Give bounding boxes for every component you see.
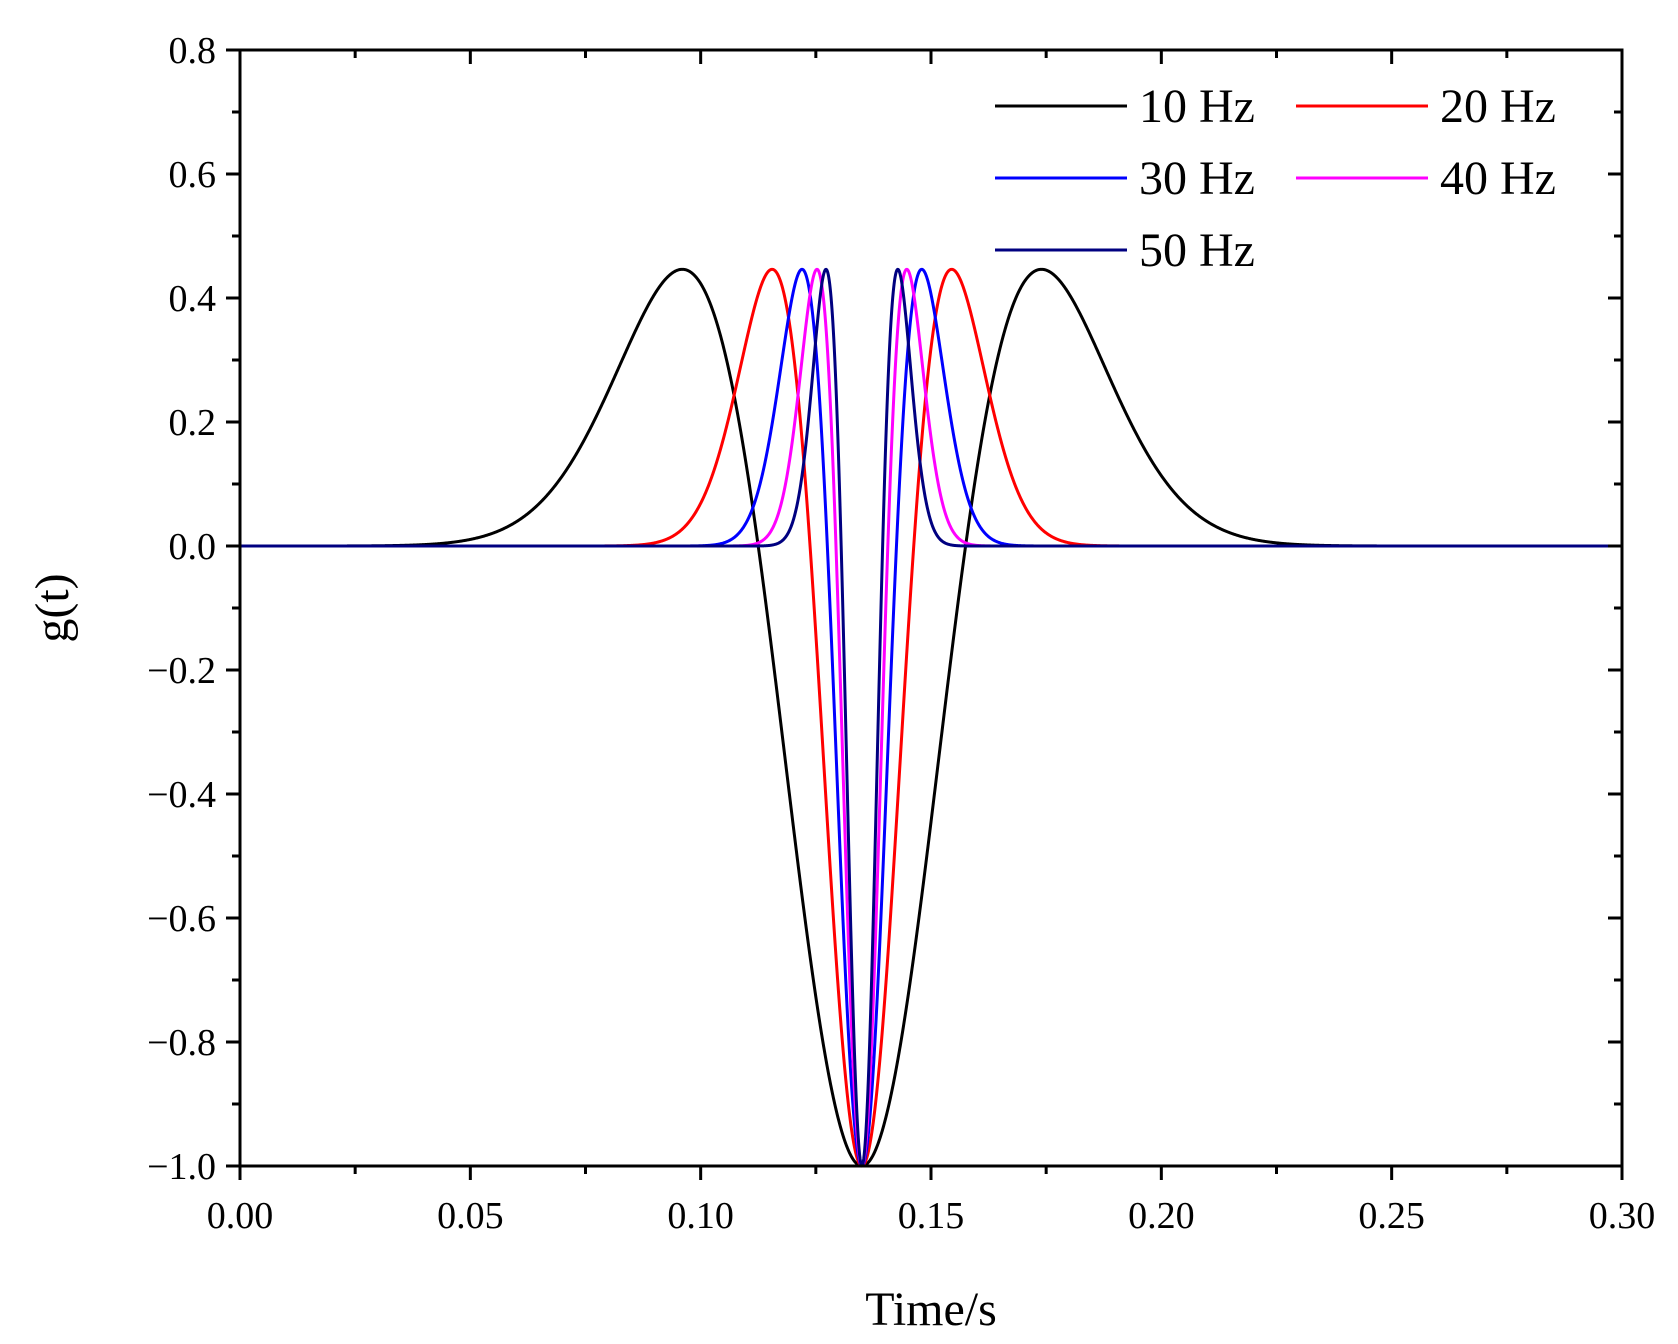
labels-layer: 0.00 0.05 0.10 0.15 0.20 0.25 0.30 −1.0 −0.8 −0.6… [147, 30, 1655, 1237]
y-tick-label: −0.4 [147, 774, 216, 816]
x-tick-label: 0.30 [1589, 1195, 1656, 1237]
x-tick-label: 0.20 [1128, 1195, 1195, 1237]
series-layer [238, 267, 1624, 1168]
x-tick-label: 0.25 [1358, 1195, 1425, 1237]
x-tick-label: 0.15 [898, 1195, 965, 1237]
x-axis-title: Time/s [865, 1283, 997, 1336]
y-tick-label: −0.2 [147, 650, 216, 692]
y-tick-label: −1.0 [147, 1146, 216, 1188]
legend-label-50hz: 50 Hz [1139, 224, 1255, 277]
legend-label-10hz: 10 Hz [1139, 80, 1255, 133]
y-tick-label: −0.8 [147, 1022, 216, 1064]
series-line-30hz [238, 267, 1624, 1168]
legend-label-30hz: 30 Hz [1139, 152, 1255, 205]
y-tick-label: 0.6 [169, 154, 217, 196]
legend-label-20hz: 20 Hz [1440, 80, 1556, 133]
series-line-20hz [238, 267, 1624, 1168]
series-line-40hz [238, 267, 1624, 1168]
y-tick-label: 0.8 [169, 30, 217, 72]
x-tick-label: 0.00 [207, 1195, 274, 1237]
plot-frame [238, 48, 1624, 1168]
legend: 10 Hz 20 Hz 30 Hz 40 Hz 50 Hz [995, 80, 1556, 277]
y-tick-label: 0.0 [169, 526, 217, 568]
legend-label-40hz: 40 Hz [1440, 152, 1556, 205]
series-line-50hz [238, 267, 1624, 1168]
x-tick-label: 0.05 [437, 1195, 504, 1237]
y-tick-label: 0.4 [169, 278, 217, 320]
series-line-10hz [238, 267, 1624, 1168]
ticks-layer [226, 48, 1624, 1180]
y-tick-label: 0.2 [169, 402, 217, 444]
x-tick-label: 0.10 [667, 1195, 734, 1237]
y-axis-title: g(t) [26, 573, 79, 642]
y-tick-label: −0.6 [147, 898, 216, 940]
